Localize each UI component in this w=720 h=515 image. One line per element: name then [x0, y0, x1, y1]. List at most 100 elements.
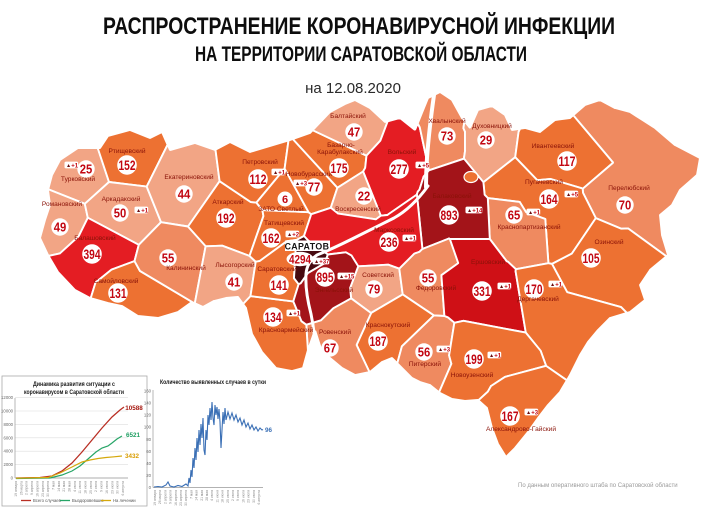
svg-text:96: 96	[265, 427, 273, 434]
svg-text:+3: +3	[300, 181, 308, 187]
svg-text:+5: +5	[422, 163, 430, 169]
svg-text:893: 893	[441, 208, 458, 223]
svg-text:+37: +37	[319, 259, 330, 265]
svg-text:Турковский: Турковский	[61, 175, 95, 183]
svg-text:Балтайский: Балтайский	[330, 112, 366, 120]
svg-text:▲: ▲	[550, 282, 555, 288]
svg-text:Аткарский: Аткарский	[212, 198, 244, 206]
svg-text:16 апреля: 16 апреля	[35, 481, 39, 497]
svg-text:65: 65	[508, 208, 521, 223]
svg-text:14 мая: 14 мая	[195, 490, 199, 501]
svg-text:187: 187	[370, 334, 387, 349]
svg-text:Красноармейский: Красноармейский	[259, 326, 314, 334]
svg-text:▲: ▲	[288, 311, 293, 317]
svg-text:Энгельсский: Энгельсский	[315, 286, 354, 294]
svg-text:70: 70	[619, 198, 632, 213]
svg-text:4000: 4000	[3, 449, 13, 454]
svg-text:55: 55	[162, 251, 175, 266]
svg-text:Питерский: Питерский	[409, 360, 442, 368]
svg-text:+1: +1	[494, 353, 502, 359]
svg-text:+1: +1	[278, 170, 286, 176]
svg-text:192: 192	[218, 211, 235, 226]
svg-text:4 июня: 4 июня	[73, 481, 77, 492]
svg-text:55: 55	[422, 271, 435, 286]
svg-text:Хвалынский: Хвалынский	[428, 117, 466, 125]
svg-text:23 апреля: 23 апреля	[179, 490, 183, 506]
svg-text:Краснокутский: Краснокутский	[366, 321, 411, 329]
svg-text:105: 105	[583, 251, 600, 266]
svg-text:11 июня: 11 июня	[215, 490, 219, 503]
svg-text:152: 152	[119, 158, 136, 173]
svg-text:Романовский: Романовский	[42, 200, 83, 208]
svg-text:10000: 10000	[1, 409, 14, 414]
svg-text:Выздоровевшие: Выздоровевшие	[72, 498, 104, 503]
svg-text:Балашовский: Балашовский	[74, 234, 116, 242]
svg-text:9 июля: 9 июля	[100, 481, 104, 492]
svg-text:25 июня: 25 июня	[226, 490, 230, 503]
svg-text:▲: ▲	[273, 170, 278, 176]
svg-text:394: 394	[84, 247, 101, 262]
svg-text:25: 25	[80, 162, 93, 177]
svg-text:2 апреля: 2 апреля	[163, 490, 167, 504]
svg-text:167: 167	[502, 409, 519, 424]
svg-text:28 мая: 28 мая	[205, 490, 209, 501]
svg-text:коронавирусом в Саратовской об: коронавирусом в Саратовской области	[24, 388, 124, 396]
svg-text:0: 0	[11, 476, 14, 481]
svg-text:134: 134	[265, 310, 282, 325]
svg-text:ЗАТО Светлый: ЗАТО Светлый	[258, 205, 304, 213]
svg-text:170: 170	[526, 282, 543, 297]
svg-text:▲: ▲	[438, 347, 443, 353]
svg-text:Федоровский: Федоровский	[416, 284, 457, 292]
svg-text:6521: 6521	[126, 432, 141, 439]
svg-text:895: 895	[317, 270, 334, 285]
svg-text:Лысогорский: Лысогорский	[215, 261, 255, 269]
svg-text:12000: 12000	[1, 395, 14, 400]
svg-text:79: 79	[368, 282, 381, 297]
svg-text:Балаковский: Балаковский	[432, 192, 471, 200]
svg-text:100: 100	[144, 425, 152, 430]
svg-text:6000: 6000	[3, 435, 13, 440]
svg-text:28 мая: 28 мая	[68, 481, 72, 492]
svg-text:Ртищевский: Ртищевский	[108, 147, 145, 155]
svg-text:41: 41	[228, 275, 241, 290]
svg-text:60: 60	[146, 449, 151, 454]
svg-text:Петровский: Петровский	[242, 158, 278, 166]
svg-text:Всего случаев: Всего случаев	[33, 498, 62, 503]
svg-text:+15: +15	[344, 274, 355, 280]
svg-text:30 апреля: 30 апреля	[46, 481, 50, 497]
svg-text:30 июля: 30 июля	[252, 490, 256, 503]
svg-text:22: 22	[358, 189, 371, 204]
svg-text:+1: +1	[141, 208, 149, 214]
svg-text:23 апреля: 23 апреля	[41, 481, 45, 497]
svg-text:2 июля: 2 июля	[94, 481, 98, 492]
svg-text:18 июня: 18 июня	[221, 490, 225, 503]
svg-text:4 июня: 4 июня	[210, 490, 214, 501]
svg-text:+5: +5	[571, 192, 579, 198]
svg-text:Вольский: Вольский	[388, 148, 417, 156]
svg-text:Аркадакский: Аркадакский	[102, 195, 141, 203]
svg-text:Дергачевский: Дергачевский	[517, 295, 559, 303]
svg-text:Ровенский: Ровенский	[319, 328, 351, 336]
svg-text:+1: +1	[409, 236, 417, 242]
svg-text:160: 160	[144, 389, 152, 394]
svg-text:30 апреля: 30 апреля	[184, 490, 188, 506]
svg-text:236: 236	[381, 235, 398, 250]
svg-text:Перелюбский: Перелюбский	[608, 184, 650, 192]
svg-text:Воскресенский: Воскресенский	[335, 205, 381, 213]
svg-text:Ивантеевский: Ивантеевский	[532, 142, 575, 150]
svg-text:30 июля: 30 июля	[116, 481, 120, 494]
svg-text:120: 120	[144, 413, 152, 418]
svg-text:Базарно-: Базарно-	[327, 142, 355, 149]
svg-text:▲: ▲	[417, 163, 422, 169]
svg-text:21 мая: 21 мая	[200, 490, 204, 501]
svg-text:7 мая: 7 мая	[189, 490, 193, 499]
svg-text:162: 162	[263, 231, 280, 246]
svg-text:6 августа: 6 августа	[121, 481, 125, 496]
svg-text:9 июля: 9 июля	[236, 490, 240, 501]
svg-text:▲: ▲	[66, 163, 71, 169]
svg-text:199: 199	[466, 352, 483, 367]
svg-text:▲: ▲	[566, 192, 571, 198]
svg-text:Краснопартизанский: Краснопартизанский	[497, 223, 560, 231]
svg-text:Духовницкий: Духовницкий	[472, 122, 512, 130]
svg-text:141: 141	[271, 278, 288, 293]
